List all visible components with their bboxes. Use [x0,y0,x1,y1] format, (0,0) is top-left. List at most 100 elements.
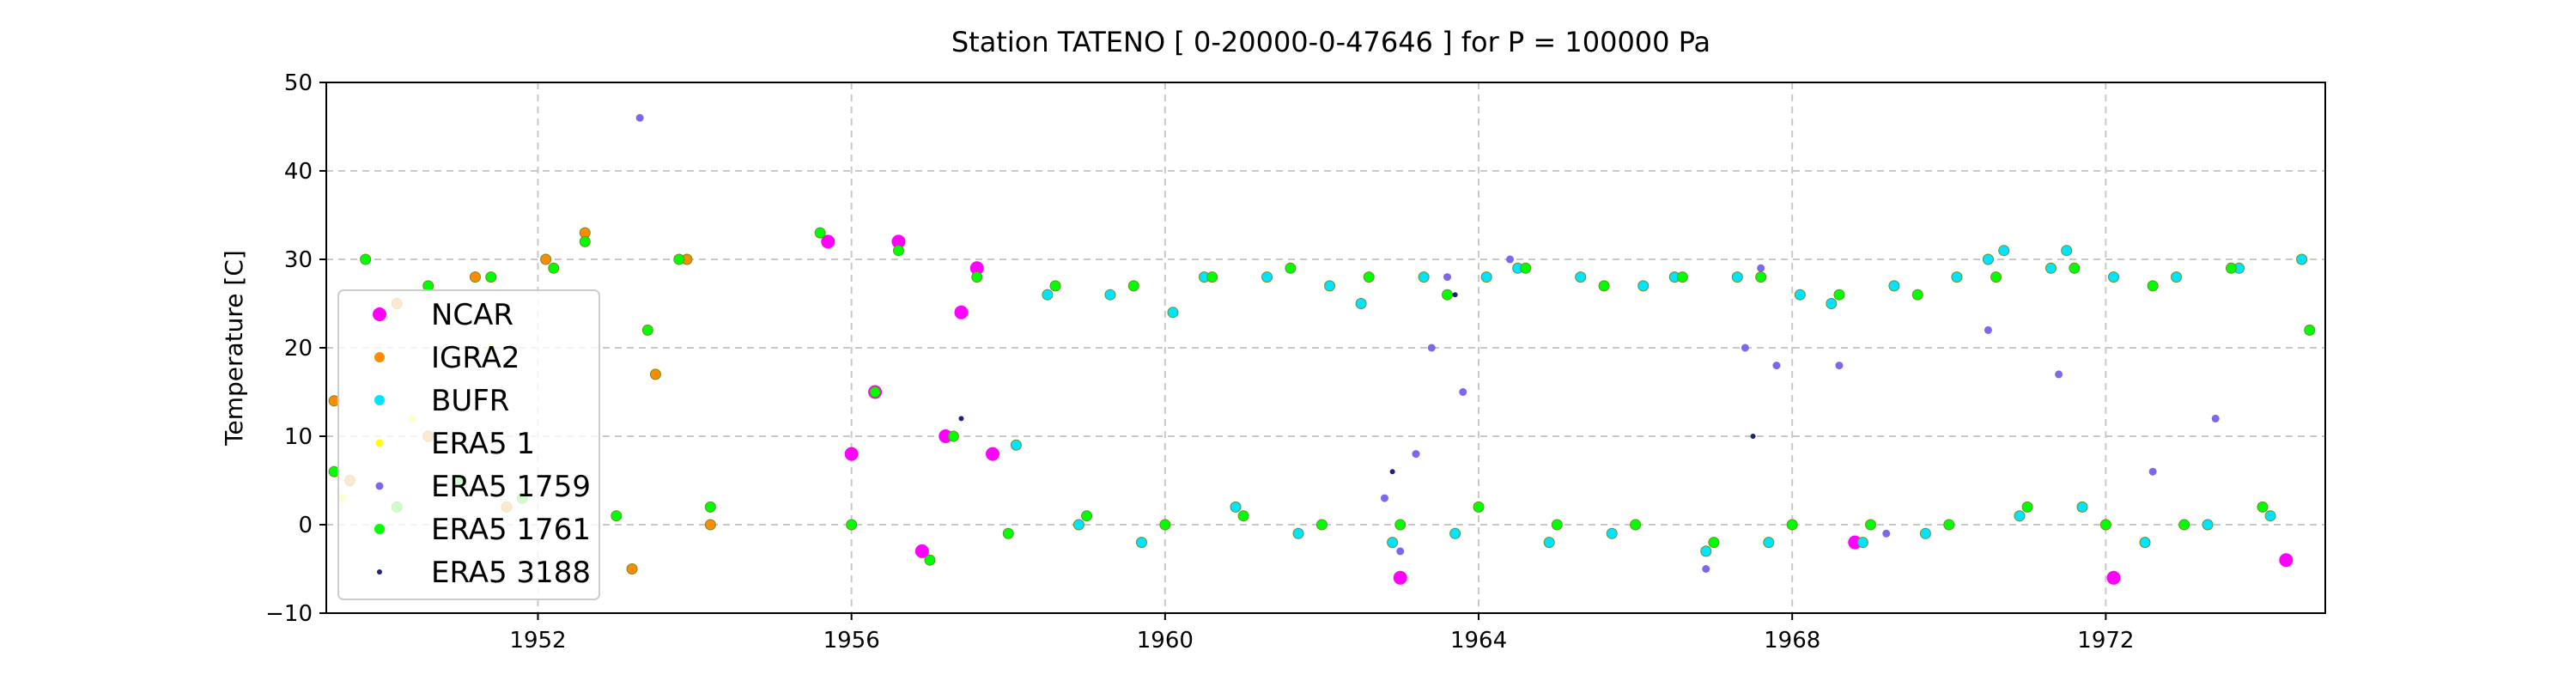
point-era5-1761 [2147,280,2159,292]
point-ncar [969,261,984,276]
point-era5-1759 [1380,494,1388,502]
point-era5-1761 [2178,519,2190,531]
point-igra2 [540,253,552,265]
point-era5-1761 [1237,510,1249,522]
point-era5-1761 [1394,519,1406,531]
point-era5-1761 [1473,501,1485,513]
point-bufr [1826,298,1838,309]
y-axis-label: Temperature [C] [220,250,248,447]
point-era5-1761 [485,271,497,283]
point-bufr [2108,271,2120,283]
point-era5-1761 [1363,271,1375,283]
x-tick-label: 1952 [509,628,566,654]
point-bufr [1575,271,1587,283]
point-bufr [1042,289,1054,301]
point-bufr [2202,519,2214,531]
point-era5-1761 [971,271,983,283]
point-era5-1761 [1442,289,1454,301]
point-bufr [1731,271,1743,283]
point-era5-3188 [1389,469,1395,475]
point-era5-3188 [1452,292,1458,298]
point-ncar [2279,553,2293,568]
point-era5-1761 [1520,262,1532,274]
point-ncar [954,305,969,319]
y-tick-label: 0 [298,513,313,538]
y-tick-label: −10 [265,601,313,627]
point-bufr [2061,245,2073,257]
legend-marker-era5-1759 [375,482,384,490]
point-era5-1759 [2055,370,2063,379]
point-era5-1761 [548,262,560,274]
point-era5-1761 [1708,537,1720,549]
point-era5-1761 [704,501,716,513]
point-era5-1761 [1676,271,1688,283]
legend-marker-era5-1761 [374,524,385,534]
point-bufr [1167,307,1179,319]
x-tick-label: 1972 [2077,628,2134,654]
point-era5-1761 [2069,262,2081,274]
point-era5-1759 [1412,450,1420,459]
point-era5-1761 [1315,519,1327,531]
x-tick-label: 1968 [1764,628,1820,654]
legend: NCAR IGRA2 BUFR ERA5 1 ERA5 1759 ERA5 1761 ERA… [337,289,600,600]
legend-label-era5-1759: ERA5 1759 [431,470,591,504]
point-era5-1761 [1002,527,1014,539]
legend-label-bufr: BUFR [431,384,509,418]
point-bufr [1387,537,1399,549]
point-era5-1761 [1551,519,1563,531]
point-era5-1759 [2148,467,2157,476]
point-ncar [914,544,929,558]
point-bufr [2014,510,2026,522]
point-era5-1761 [2099,519,2111,531]
point-era5-1761 [947,430,959,442]
point-era5-1759 [2211,414,2220,423]
point-era5-1759 [1772,362,1781,370]
point-era5-1761 [1285,262,1297,274]
point-bufr [1794,289,1806,301]
point-bufr [1888,280,1900,292]
point-ncar [891,234,906,249]
point-era5-1761 [846,519,858,531]
point-bufr [1998,245,2010,257]
point-bufr [2264,510,2276,522]
point-era5-3188 [958,416,964,422]
point-bufr [1449,527,1461,539]
point-bufr [1480,271,1492,283]
point-era5-1761 [2021,501,2033,513]
point-era5-1759 [1984,325,1992,334]
point-bufr [1543,537,1555,549]
point-bufr [2139,537,2151,549]
point-era5-1759 [1443,273,1452,282]
y-tick-label: 10 [284,424,313,450]
chart-title: Station TATENO [ 0-20000-0-47646 ] for P… [951,26,1710,58]
point-era5-1759 [1427,344,1436,352]
point-bufr [1763,537,1775,549]
point-ncar [821,234,835,249]
x-tick-label: 1960 [1137,628,1194,654]
x-tick-label: 1964 [1450,628,1507,654]
point-igra2 [704,519,716,531]
point-bufr [1324,280,1336,292]
point-era5-1761 [641,324,653,336]
legend-marker-bufr [374,395,385,405]
point-ncar [844,447,859,461]
point-era5-1759 [1882,529,1891,538]
point-bufr [1261,271,1273,283]
legend-label-igra2: IGRA2 [431,341,520,375]
x-axis: 1952 1956 1960 1964 1968 1972 [509,613,2134,654]
point-bufr [1292,527,1304,539]
point-era5-1761 [1206,271,1218,283]
point-era5-1759 [1702,565,1710,573]
data-points [328,113,2316,585]
point-igra2 [469,271,481,283]
legend-marker-era5-3188 [377,569,382,575]
legend-marker-ncar [373,307,386,321]
point-bufr [2076,501,2088,513]
point-igra2 [649,368,661,380]
point-era5-1761 [924,554,936,566]
point-bufr [1418,271,1430,283]
point-era5-1761 [892,245,904,257]
point-bufr [1104,289,1116,301]
point-era5-1761 [1990,271,2002,283]
point-ncar [2106,570,2121,585]
